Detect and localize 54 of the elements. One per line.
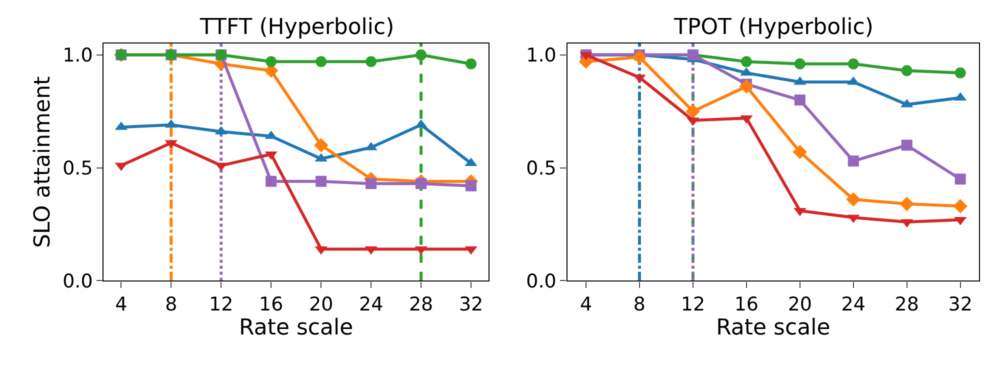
point <box>901 140 912 151</box>
x-tick-label: 16 <box>259 294 284 316</box>
point <box>954 67 966 78</box>
y-tick-label: 0.5 <box>62 157 93 180</box>
point <box>848 58 859 70</box>
y-tick-label: 1.0 <box>526 44 556 66</box>
chart-title: TTFT (Hyperbolic) <box>199 15 394 40</box>
point <box>416 49 427 60</box>
point <box>792 144 808 160</box>
point <box>954 174 966 185</box>
point <box>740 56 752 68</box>
x-tick-label: 28 <box>408 294 434 316</box>
point <box>953 199 968 214</box>
point <box>686 104 700 118</box>
x-tick-label: 12 <box>209 294 234 316</box>
x-tick-label: 8 <box>633 294 646 316</box>
chart-title: TPOT (Hyperbolic) <box>673 15 874 40</box>
x-axis-title: Rate scale <box>239 316 354 341</box>
x-tick-label: 28 <box>894 294 919 316</box>
point <box>266 176 277 187</box>
point <box>794 58 806 70</box>
point <box>366 56 377 68</box>
x-tick-label: 32 <box>458 294 484 316</box>
point <box>314 138 328 152</box>
y-tick-label: 0.0 <box>62 270 93 292</box>
point <box>316 56 327 68</box>
point <box>794 94 806 106</box>
point <box>846 192 861 207</box>
point <box>739 79 754 94</box>
point <box>466 58 477 70</box>
x-tick-label: 4 <box>580 294 592 316</box>
x-tick-label: 8 <box>165 294 178 316</box>
y-tick-label: 1.0 <box>62 44 93 66</box>
x-tick-label: 24 <box>358 294 384 316</box>
point <box>632 50 647 64</box>
x-tick-label: 32 <box>948 294 972 316</box>
point <box>466 180 477 192</box>
y-tick-label: 0.0 <box>526 270 556 292</box>
x-tick-label: 24 <box>841 294 866 316</box>
point <box>266 56 277 68</box>
point <box>900 196 914 212</box>
x-tick-label: 20 <box>309 294 334 316</box>
y-tick-label: 0.5 <box>526 157 556 180</box>
point <box>366 178 377 190</box>
point <box>316 176 327 187</box>
point <box>416 178 427 190</box>
x-tick-label: 16 <box>734 294 759 316</box>
point <box>901 65 912 76</box>
x-tick-label: 20 <box>788 294 812 316</box>
x-axis-title: Rate scale <box>716 316 830 341</box>
x-tick-label: 4 <box>115 294 128 316</box>
point <box>848 156 859 167</box>
y-axis-title: SLO attainment <box>30 76 56 248</box>
x-tick-label: 12 <box>680 294 706 316</box>
